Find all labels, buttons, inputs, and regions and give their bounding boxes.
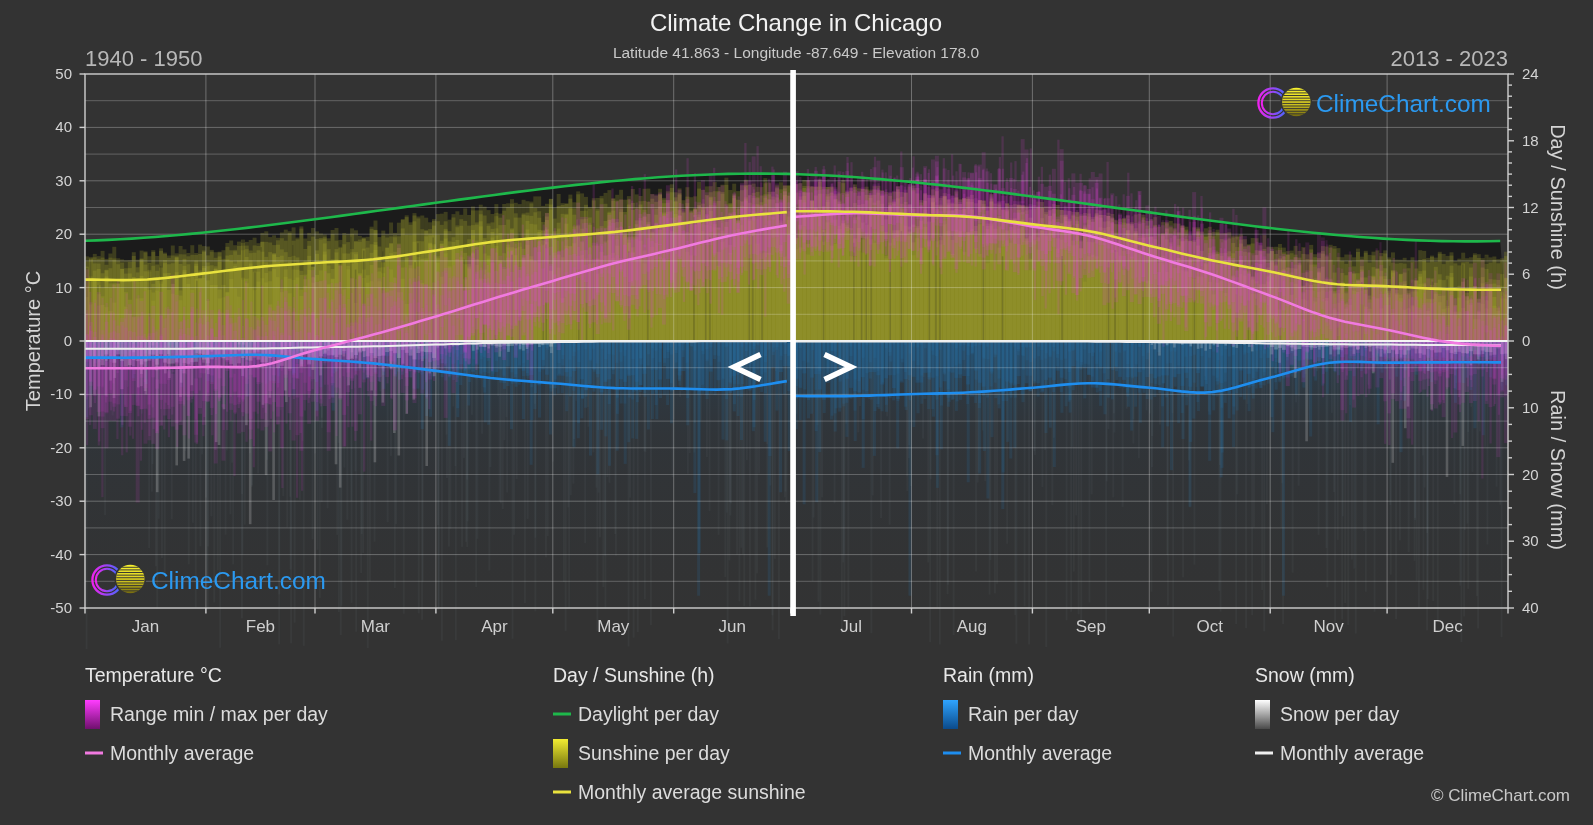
svg-text:30: 30 — [1522, 532, 1539, 549]
svg-text:Dec: Dec — [1432, 617, 1463, 636]
svg-text:2013 - 2023: 2013 - 2023 — [1391, 46, 1508, 71]
svg-text:Jul: Jul — [840, 617, 862, 636]
svg-text:Apr: Apr — [481, 617, 508, 636]
svg-text:20: 20 — [1522, 466, 1539, 483]
svg-text:1940 - 1950: 1940 - 1950 — [85, 46, 202, 71]
svg-text:-40: -40 — [50, 546, 72, 563]
svg-text:Range min / max per day: Range min / max per day — [110, 703, 328, 725]
svg-text:40: 40 — [1522, 599, 1539, 616]
svg-text:Jan: Jan — [132, 617, 159, 636]
svg-text:Sunshine per day: Sunshine per day — [578, 742, 730, 764]
svg-text:Sep: Sep — [1076, 617, 1106, 636]
svg-text:10: 10 — [1522, 399, 1539, 416]
svg-text:Monthly average: Monthly average — [968, 742, 1112, 764]
svg-text:Climate Change in Chicago: Climate Change in Chicago — [650, 9, 942, 36]
svg-text:Snow per day: Snow per day — [1280, 703, 1399, 725]
svg-text:-50: -50 — [50, 599, 72, 616]
svg-text:Temperature °C: Temperature °C — [85, 664, 222, 686]
svg-text:Aug: Aug — [957, 617, 987, 636]
svg-text:Latitude 41.863 - Longitude -8: Latitude 41.863 - Longitude -87.649 - El… — [613, 44, 980, 61]
svg-text:Nov: Nov — [1314, 617, 1345, 636]
svg-text:20: 20 — [55, 225, 72, 242]
svg-text:6: 6 — [1522, 265, 1530, 282]
svg-text:-10: -10 — [50, 385, 72, 402]
svg-text:Feb: Feb — [246, 617, 275, 636]
svg-text:Rain / Snow (mm): Rain / Snow (mm) — [1547, 390, 1569, 550]
svg-text:Temperature °C: Temperature °C — [22, 271, 44, 411]
svg-text:-20: -20 — [50, 439, 72, 456]
svg-text:Oct: Oct — [1197, 617, 1224, 636]
svg-text:Daylight per day: Daylight per day — [578, 703, 719, 725]
svg-text:50: 50 — [55, 65, 72, 82]
svg-text:18: 18 — [1522, 132, 1539, 149]
svg-text:Monthly average: Monthly average — [110, 742, 254, 764]
svg-text:ClimeChart.com: ClimeChart.com — [1316, 90, 1491, 117]
svg-text:Rain (mm): Rain (mm) — [943, 664, 1034, 686]
svg-text:Jun: Jun — [718, 617, 745, 636]
svg-text:40: 40 — [55, 118, 72, 135]
svg-text:0: 0 — [64, 332, 72, 349]
svg-text:May: May — [597, 617, 630, 636]
svg-text:ClimeChart.com: ClimeChart.com — [151, 567, 326, 594]
svg-text:10: 10 — [55, 279, 72, 296]
svg-text:© ClimeChart.com: © ClimeChart.com — [1431, 786, 1570, 805]
svg-text:12: 12 — [1522, 199, 1539, 216]
svg-text:Rain per day: Rain per day — [968, 703, 1079, 725]
svg-text:Day / Sunshine (h): Day / Sunshine (h) — [553, 664, 715, 686]
svg-text:Day / Sunshine (h): Day / Sunshine (h) — [1547, 124, 1569, 290]
svg-text:Monthly average sunshine: Monthly average sunshine — [578, 781, 806, 803]
svg-text:0: 0 — [1522, 332, 1530, 349]
svg-text:Mar: Mar — [361, 617, 391, 636]
svg-text:Monthly average: Monthly average — [1280, 742, 1424, 764]
svg-text:30: 30 — [55, 172, 72, 189]
svg-text:-30: -30 — [50, 492, 72, 509]
svg-text:24: 24 — [1522, 65, 1539, 82]
svg-text:Snow (mm): Snow (mm) — [1255, 664, 1355, 686]
